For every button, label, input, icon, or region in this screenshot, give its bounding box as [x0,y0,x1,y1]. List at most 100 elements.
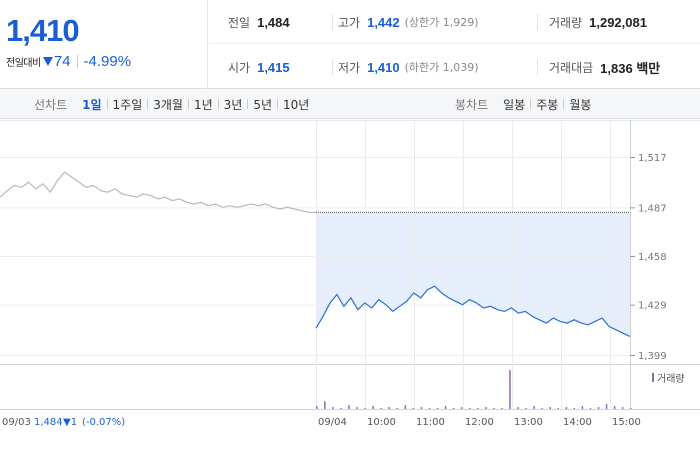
down-triangle-icon [42,57,53,66]
stat-label: 저가 [338,60,361,75]
price-chart: 1,517 1,487 1,458 1,429 1,399 거래량 09/04 10:00 11… [0,120,700,450]
change-percent: -4.99% [83,53,132,70]
stat-value: 1,836 백만 [600,60,661,76]
tab-5year[interactable]: 5년 [253,97,273,112]
y-tick-label: 1,429 [638,301,667,312]
line-chart-tabs: 선차트 1일 1주일 3개월 1년 3년 5년 10년 [34,89,314,119]
volume-bar [557,408,559,409]
chart-period-tabbar: 선차트 1일 1주일 3개월 1년 3년 5년 10년 봉차트 일봉 주봉 월봉 [0,89,700,119]
prev-day-change-percent: (-0.07%) [82,417,125,428]
x-tick-label: 09/04 [318,417,347,428]
stat-value: 1,292,081 [589,14,647,30]
divider [217,99,219,109]
x-tick-label: 10:00 [367,417,396,428]
divider [147,99,149,109]
quote-header: 1,410 전일대비 74 -4.99% 전일 1,484 고가 1,442 (… [0,0,700,89]
tab-1year[interactable]: 1년 [193,97,213,112]
tab-1day[interactable]: 1일 [82,97,102,112]
stats-row-1: 전일 1,484 고가 1,442 (상한가 1,929) 거래량 1,292,… [209,0,700,44]
divider [187,99,189,109]
stat-high: 고가 1,442 (상한가 1,929) [338,0,479,44]
x-tick-label: 13:00 [514,417,543,428]
price-box: 1,410 전일대비 74 -4.99% [0,0,208,89]
volume-legend-swatch [652,373,654,382]
stat-label: 거래량 [549,15,583,30]
stat-label: 시가 [228,60,251,75]
y-tick-label: 1,399 [638,351,667,362]
volume-legend-label: 거래량 [657,373,685,385]
today-price-line [315,285,631,338]
divider [537,59,538,75]
volume-bar [549,407,551,410]
volume-bar [412,408,415,409]
volume-bar [565,407,568,410]
volume-bar [589,408,592,409]
tab-10year[interactable]: 10년 [283,97,310,112]
volume-bar [525,408,527,409]
change-amount: 74 [53,53,71,70]
divider [277,99,279,109]
volume-bar [356,407,358,410]
volume-bar [324,401,326,409]
volume-bar [340,408,342,409]
volume-bar [444,406,447,409]
volume-bar [332,407,334,410]
change-line: 전일대비 74 -4.99% [6,53,131,70]
stat-value: 1,442 [367,14,400,30]
volume-bar [517,407,519,410]
volume-bar [605,404,608,409]
x-tick-label: 12:00 [465,417,494,428]
volume-bar [372,406,374,409]
volume-bar [380,408,382,409]
prev-day-price-line [0,171,316,213]
divider [76,55,78,68]
volume-bar [613,406,616,409]
divider [247,99,249,109]
volume-bar [396,408,398,409]
volume-bar [388,407,390,410]
prev-day-date: 09/03 [2,417,31,428]
divider [537,14,538,30]
divider [106,99,108,109]
line-chart-title: 선차트 [34,97,68,112]
volume-bar [469,408,471,409]
tab-weekly-candle[interactable]: 주봉 [536,97,559,112]
volume-bar [533,406,535,409]
price-chart-svg: 1,517 1,487 1,458 1,429 1,399 거래량 09/04 10:00 11… [0,120,700,428]
volume-bar [452,408,455,409]
stat-volume: 거래량 1,292,081 [549,0,647,44]
tab-daily-candle[interactable]: 일봉 [503,97,526,112]
stat-open: 시가 1,415 [228,45,290,89]
volume-bar [541,408,543,409]
stat-value: 1,415 [257,59,290,75]
today-fill-area [316,212,630,337]
volume-bar [436,408,439,409]
volume-bar [364,408,366,409]
stat-label: 전일 [228,15,251,30]
divider [563,99,565,109]
volume-bar [316,406,318,409]
x-tick-label: 14:00 [563,417,592,428]
volume-bar [485,407,487,410]
candle-chart-title: 봉차트 [455,97,489,112]
upper-limit: (상한가 1,929) [404,16,479,29]
tab-3year[interactable]: 3년 [223,97,243,112]
tab-monthly-candle[interactable]: 월봉 [569,97,592,112]
x-tick-label: 11:00 [416,417,445,428]
prev-day-change: ▼1 [63,417,77,428]
stat-trade-value: 거래대금 1,836 백만 [549,45,660,89]
volume-bar [621,407,624,410]
x-tick-label: 15:00 [612,417,641,428]
volume-bar [573,408,576,409]
y-tick-label: 1,458 [638,252,667,263]
tab-1week[interactable]: 1주일 [112,97,143,112]
volume-bar [428,408,431,409]
stat-label: 거래대금 [549,60,594,75]
volume-bar [348,405,350,409]
tab-3month[interactable]: 3개월 [153,97,183,112]
stats-row-2: 시가 1,415 저가 1,410 (하한가 1,039) 거래대금 1,836… [209,45,700,89]
y-tick-label: 1,517 [638,153,667,164]
y-tick-label: 1,487 [638,203,667,214]
divider [332,59,333,75]
divider [332,14,333,30]
